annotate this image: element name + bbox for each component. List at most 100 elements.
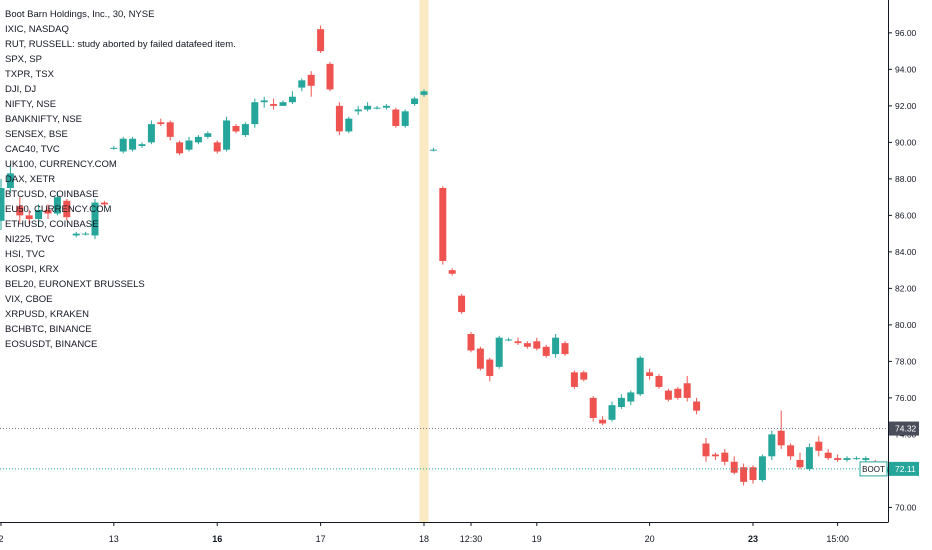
legend-study-item[interactable]: VIX, CBOE [5, 294, 53, 305]
legend-study-item[interactable]: RUT, RUSSELL: study aborted by failed da… [5, 39, 236, 50]
candle-body [617, 397, 625, 408]
candle-body [683, 383, 691, 398]
candle-body [655, 375, 663, 387]
legend-study-item[interactable]: BEL20, EURONEXT BRUSSELS [5, 279, 145, 290]
x-tick-label: 16 [212, 534, 222, 544]
legend-study-item[interactable]: TXPR, TSX [5, 69, 54, 80]
candle-body [420, 91, 428, 95]
legend-study-item[interactable]: KOSPI, KRX [5, 264, 59, 275]
candle-body [646, 372, 654, 376]
last-price-tag [889, 461, 919, 476]
candle-body [636, 357, 644, 395]
candle-body [100, 202, 108, 205]
candle-body [721, 452, 729, 462]
candle-body [824, 452, 832, 459]
candle-body [72, 233, 80, 236]
candle-body [298, 80, 306, 88]
candle-body [495, 337, 503, 367]
candle-body [711, 454, 719, 457]
candle-body [166, 122, 174, 137]
legend-study-item[interactable]: HSI, TVC [5, 249, 45, 260]
candle-body [392, 109, 400, 126]
legend-study-item[interactable]: IXIC, NASDAQ [5, 24, 69, 35]
legend-study-item[interactable]: EU50, CURRENCY.COM [5, 204, 112, 215]
candle-body [599, 419, 607, 424]
candle-body [35, 209, 43, 220]
session-highlight-band [419, 0, 429, 522]
x-tick-label: 13 [109, 534, 119, 544]
y-tick-label: 78.00 [895, 356, 917, 366]
legend-study-item[interactable]: NI225, TVC [5, 234, 55, 245]
legend-study-item[interactable]: NIFTY, NSE [5, 99, 57, 110]
legend-study-item[interactable]: ETHUSD, COINBASE [5, 219, 99, 230]
legend-study-item[interactable]: DJI, DJ [5, 84, 37, 95]
candle-body [288, 96, 296, 103]
candle-body [25, 215, 33, 220]
candle-body [664, 390, 672, 400]
candle-body [251, 102, 259, 125]
candle-body [241, 124, 249, 136]
candle-body [232, 125, 240, 132]
candle-body [740, 467, 748, 482]
candle-body [0, 187, 5, 221]
candle-body [533, 341, 541, 349]
candle-body [6, 173, 14, 188]
legend-study-item[interactable]: UK100, CURRENCY.COM [5, 159, 117, 170]
candle-body [401, 111, 409, 126]
candle-body [138, 144, 146, 147]
candle-body [345, 118, 353, 132]
candle-body [467, 334, 475, 351]
candle-body [749, 467, 757, 481]
candle-body [580, 372, 588, 380]
x-tick-label: 12:30 [460, 534, 483, 544]
legend-study-item[interactable]: BCHBTC, BINANCE [5, 324, 92, 335]
candle-body [204, 133, 212, 137]
candle-body [185, 140, 193, 150]
candle-body [796, 459, 804, 468]
symbol-tag [859, 461, 888, 477]
candle-body [317, 29, 325, 52]
candle-body [53, 197, 61, 214]
candle-body [213, 142, 221, 152]
last-price-label: 72.11 [895, 464, 916, 474]
candle-body [523, 343, 531, 347]
legend-study-item[interactable]: SENSEX, BSE [5, 129, 68, 140]
candle-body [16, 206, 24, 216]
candle-body [486, 359, 494, 376]
legend-study-item[interactable]: EOSUSDT, BINANCE [5, 339, 98, 350]
candle-body [448, 270, 456, 274]
candle-body [223, 120, 231, 150]
legend-study-item[interactable]: CAC40, TVC [5, 144, 60, 155]
y-tick-label: 84.00 [895, 247, 917, 257]
candle-body [674, 388, 682, 398]
candle-body [777, 430, 785, 446]
candle-body [270, 104, 278, 106]
legend-study-item[interactable]: XRPUSD, KRAKEN [5, 309, 89, 320]
symbol-tag-label: BOOT [862, 465, 885, 474]
candle-body [570, 372, 578, 387]
candle-body [147, 124, 155, 143]
candle-body [429, 149, 437, 151]
candle-body [129, 138, 137, 150]
legend-study-item[interactable]: BANKNIFTY, NSE [5, 114, 82, 125]
candle-body [458, 295, 466, 313]
y-tick-label: 76.00 [895, 393, 917, 403]
x-tick-label: 20 [645, 534, 655, 544]
y-tick-label: 86.00 [895, 210, 917, 220]
candle-body [702, 443, 710, 457]
legend-study-item[interactable]: DAX, XETR [5, 174, 56, 185]
candle-body [552, 337, 560, 355]
legend-study-item[interactable]: SPX, SP [5, 54, 42, 65]
x-tick-label: 18 [419, 534, 429, 544]
y-tick-label: 80.00 [895, 320, 917, 330]
candle-body [768, 434, 776, 457]
x-tick-label: 23 [748, 534, 758, 544]
candle-body [852, 458, 860, 460]
candle-body [862, 458, 870, 460]
candle-body [411, 98, 419, 105]
candle-body [758, 456, 766, 481]
candle-body [627, 392, 635, 402]
candle-body [307, 74, 315, 86]
legend-study-item[interactable]: BTCUSD, COINBASE [5, 189, 99, 200]
